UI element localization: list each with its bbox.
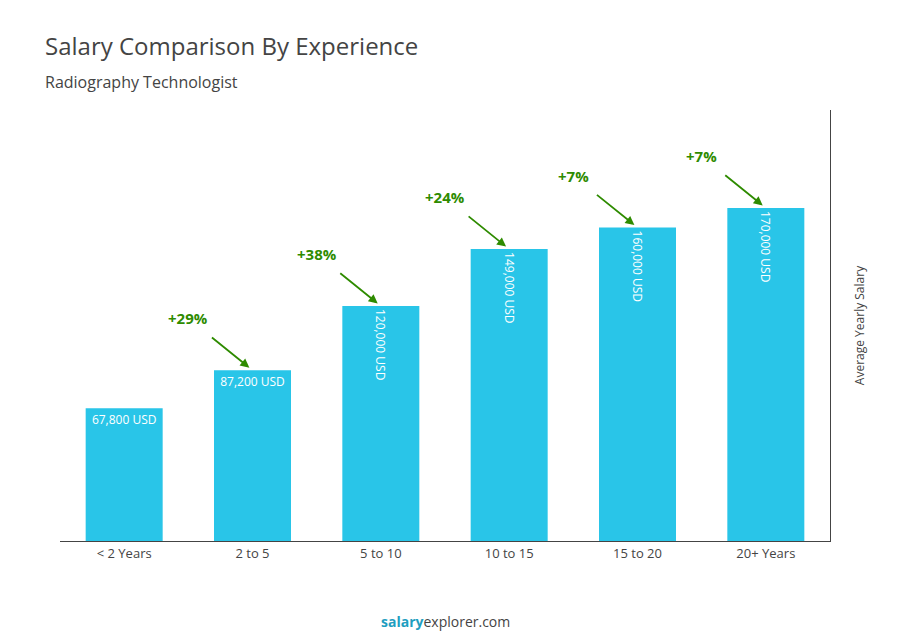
svg-text:Salary Comparison By Experienc: Salary Comparison By Experience (45, 29, 418, 62)
svg-text:15 to 20: 15 to 20 (613, 544, 662, 562)
svg-text:2 to 5: 2 to 5 (235, 544, 269, 562)
svg-text:67,800 USD: 67,800 USD (92, 411, 157, 428)
svg-text:+38%: +38% (297, 244, 337, 264)
svg-text:+29%: +29% (168, 308, 208, 328)
svg-text:170,000 USD: 170,000 USD (757, 211, 774, 282)
svg-text:+24%: +24% (425, 187, 465, 207)
svg-text:< 2 Years: < 2 Years (97, 544, 152, 562)
svg-text:10 to 15: 10 to 15 (485, 544, 534, 562)
svg-text:+7%: +7% (686, 146, 717, 166)
svg-text:5 to 10: 5 to 10 (360, 544, 402, 562)
svg-text:salaryexplorer.com: salaryexplorer.com (381, 612, 510, 631)
svg-text:149,000 USD: 149,000 USD (501, 252, 518, 323)
svg-text:87,200 USD: 87,200 USD (220, 373, 285, 390)
svg-text:Radiography Technologist: Radiography Technologist (45, 71, 238, 93)
svg-text:160,000 USD: 160,000 USD (629, 231, 646, 302)
svg-text:Average Yearly Salary: Average Yearly Salary (851, 265, 868, 385)
svg-text:20+ Years: 20+ Years (736, 544, 795, 562)
svg-text:120,000 USD: 120,000 USD (372, 309, 389, 380)
svg-text:+7%: +7% (558, 166, 589, 186)
